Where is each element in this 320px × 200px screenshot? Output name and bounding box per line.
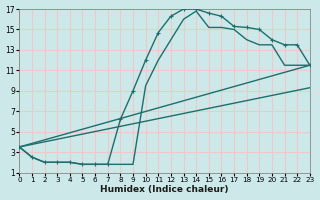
- X-axis label: Humidex (Indice chaleur): Humidex (Indice chaleur): [100, 185, 229, 194]
